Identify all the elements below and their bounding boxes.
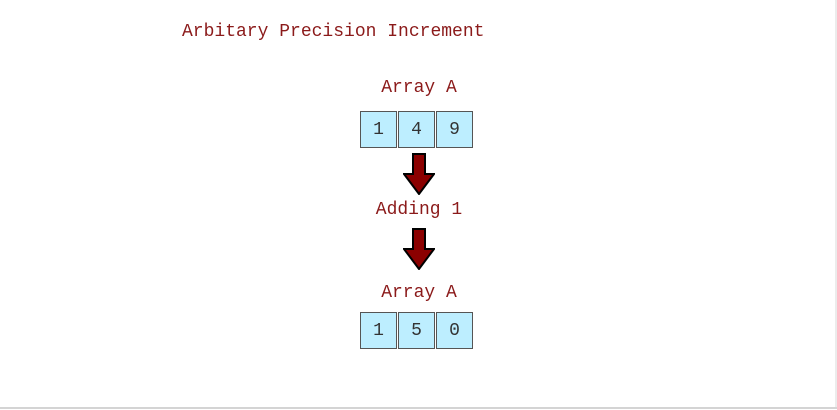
input-array-label: Array A (381, 78, 457, 98)
frame-divider (0, 407, 837, 409)
input-array: 1 4 9 (360, 111, 474, 148)
input-array-cell: 1 (360, 111, 397, 148)
operation-label: Adding 1 (375, 200, 463, 220)
down-arrow-icon (403, 153, 435, 195)
output-array-cell: 0 (436, 312, 473, 349)
output-array: 1 5 0 (360, 312, 474, 349)
input-array-cell: 9 (436, 111, 473, 148)
output-array-label: Array A (381, 283, 457, 303)
diagram-title: Arbitary Precision Increment (182, 22, 485, 42)
output-array-cell: 5 (398, 312, 435, 349)
input-array-cell: 4 (398, 111, 435, 148)
output-array-cell: 1 (360, 312, 397, 349)
down-arrow-icon (403, 228, 435, 270)
frame-divider (835, 0, 837, 409)
